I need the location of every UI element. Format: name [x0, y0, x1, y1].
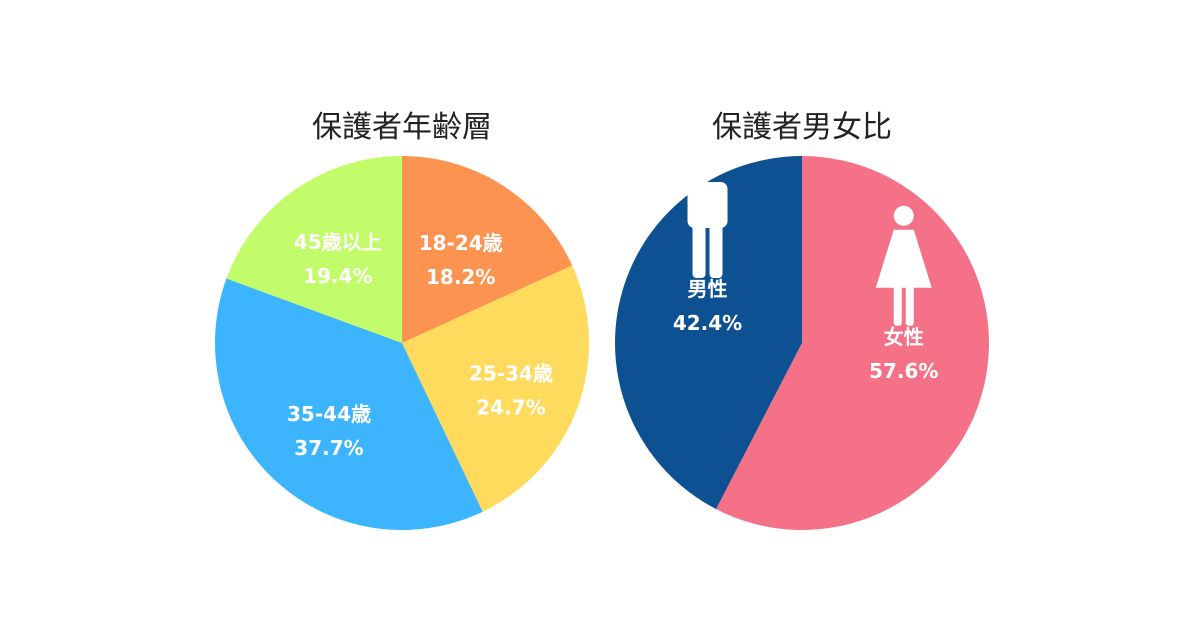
gender-slice-value-0: 57.6% [869, 359, 938, 383]
gender-slice-value-1: 42.4% [673, 311, 742, 335]
age-slice-label-3: 45歳以上 [294, 230, 382, 254]
female-icon [875, 205, 932, 326]
age-slice-value-1: 24.7% [476, 396, 545, 420]
gender-slice-0 [716, 156, 990, 531]
gender-pie: 女性 57.6% 男性 42.4% [615, 156, 990, 531]
age-slice-label-0: 18-24歳 [419, 231, 503, 255]
age-slice-value-2: 37.7% [294, 436, 363, 460]
age-slice-1 [402, 265, 589, 512]
age-chart-title: 保護者年齢層 [312, 110, 492, 145]
age-slice-2 [215, 278, 483, 531]
male-icon [687, 158, 728, 279]
age-pie: 18-24歳 18.2% 25-34歳 24.7% 35-44歳 37.7% 45歳以上 19… [215, 156, 589, 531]
gender-chart-title: 保護者男女比 [712, 110, 892, 145]
age-slice-label-2: 35-44歳 [287, 402, 371, 426]
age-slice-value-0: 18.2% [426, 265, 495, 289]
age-slice-3 [226, 156, 402, 343]
gender-slice-label-0: 女性 [884, 325, 924, 349]
age-slice-value-3: 19.4% [303, 264, 372, 288]
age-slice-label-1: 25-34歳 [469, 362, 553, 386]
gender-slice-label-1: 男性 [688, 277, 728, 301]
gender-slice-1 [615, 156, 802, 510]
age-slice-0 [402, 156, 573, 343]
